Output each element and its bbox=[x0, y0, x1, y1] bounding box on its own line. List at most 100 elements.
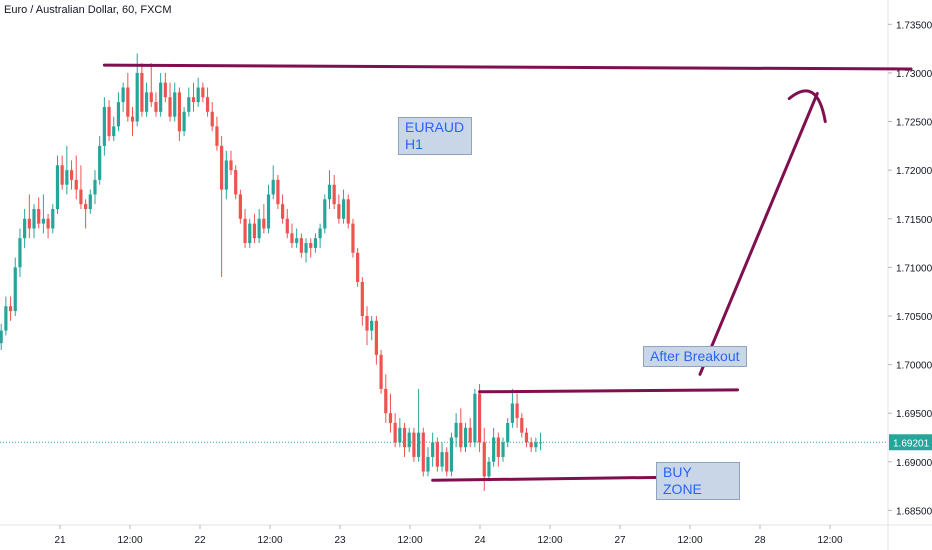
candle-body bbox=[18, 238, 22, 268]
symbol-note-line-2: H1 bbox=[405, 136, 423, 152]
candle-body bbox=[431, 442, 435, 457]
candle-body bbox=[182, 111, 186, 132]
candle-body bbox=[69, 170, 74, 180]
candle-body bbox=[126, 87, 130, 117]
after-breakout-note[interactable]: After Breakout bbox=[643, 346, 747, 367]
candle-body bbox=[266, 194, 271, 229]
candle-body bbox=[449, 437, 454, 472]
candle-body bbox=[196, 87, 200, 103]
candle-body bbox=[412, 432, 416, 457]
candle-body bbox=[163, 82, 167, 98]
candle-body bbox=[417, 432, 421, 457]
candle-body bbox=[426, 456, 430, 472]
candle-body bbox=[205, 97, 210, 112]
candle-body bbox=[529, 442, 533, 448]
candle-body bbox=[191, 97, 196, 103]
candle-body bbox=[238, 194, 242, 219]
buy-zone-note[interactable]: BUY ZONE bbox=[656, 462, 740, 500]
candle-body bbox=[290, 233, 294, 244]
candle-body bbox=[440, 452, 444, 467]
candle-body bbox=[341, 199, 346, 219]
candle-body bbox=[65, 170, 69, 185]
y-tick-label: 1.73000 bbox=[896, 69, 932, 80]
candle-body bbox=[393, 422, 397, 443]
candle-body bbox=[285, 218, 289, 234]
candle-body bbox=[257, 218, 261, 239]
candle-body bbox=[8, 306, 13, 312]
breakout-arrow-shaft bbox=[698, 92, 819, 376]
candle-body bbox=[27, 218, 31, 229]
candle-body bbox=[337, 204, 341, 219]
range-top-line bbox=[478, 388, 740, 394]
symbol-note[interactable]: EURAUD H1 bbox=[398, 117, 472, 155]
candle-body bbox=[140, 72, 144, 112]
candle-body bbox=[4, 306, 8, 331]
candle-body bbox=[304, 243, 308, 253]
candle-body bbox=[201, 87, 205, 98]
candle-body bbox=[121, 87, 125, 103]
candle-body bbox=[402, 427, 407, 448]
candle-body bbox=[510, 403, 514, 423]
y-tick-label: 1.69000 bbox=[896, 458, 932, 469]
y-tick-label: 1.72500 bbox=[896, 118, 932, 129]
candle-body bbox=[360, 281, 364, 316]
symbol-note-line-1: EURAUD bbox=[405, 119, 465, 135]
candle-body bbox=[435, 442, 439, 467]
candle-body bbox=[520, 418, 524, 433]
candle-body bbox=[149, 92, 153, 103]
candle-body bbox=[32, 209, 36, 229]
candle-body bbox=[46, 218, 50, 229]
candle-body bbox=[346, 199, 350, 224]
candle-body bbox=[88, 194, 92, 210]
y-tick-label: 1.73500 bbox=[896, 20, 932, 31]
y-tick-label: 1.69500 bbox=[896, 409, 932, 420]
y-tick-label: 1.72000 bbox=[896, 166, 932, 177]
candle-body bbox=[243, 218, 247, 244]
candle-body bbox=[229, 160, 233, 171]
candle-body bbox=[492, 437, 496, 462]
candle-body bbox=[234, 170, 238, 195]
y-tick-label: 1.70000 bbox=[896, 361, 932, 372]
candle-body bbox=[187, 97, 191, 112]
candle-body bbox=[459, 422, 463, 448]
candle-body bbox=[309, 243, 313, 248]
candle-body bbox=[107, 106, 111, 137]
candle-body bbox=[116, 102, 121, 127]
candle-body bbox=[271, 179, 275, 195]
candle-body bbox=[112, 126, 116, 137]
current-price-tag bbox=[889, 434, 932, 451]
candle-body bbox=[506, 422, 510, 443]
candle-body bbox=[398, 427, 402, 443]
candle-body bbox=[74, 179, 78, 190]
candle-body bbox=[515, 403, 519, 419]
candle-body bbox=[60, 165, 64, 185]
current-price-label: 1.69201 bbox=[893, 438, 930, 449]
candle-body bbox=[210, 111, 214, 127]
x-tick-label: 12:00 bbox=[117, 535, 142, 546]
x-tick-label: 12:00 bbox=[257, 535, 282, 546]
y-tick-label: 1.70500 bbox=[896, 312, 932, 323]
candle-body bbox=[224, 160, 228, 190]
resistance-line bbox=[102, 63, 913, 71]
candle-body bbox=[351, 223, 355, 253]
candle-body bbox=[318, 228, 322, 239]
candle-body bbox=[55, 165, 60, 210]
candle-body bbox=[51, 209, 55, 229]
candle-body bbox=[370, 320, 374, 331]
y-tick-label: 1.71000 bbox=[896, 263, 932, 274]
candle-body bbox=[421, 432, 425, 472]
candle-body bbox=[98, 145, 102, 180]
buy-zone-label: BUY ZONE bbox=[663, 464, 702, 497]
candle-body bbox=[445, 452, 449, 472]
candle-body bbox=[13, 267, 17, 312]
candle-body bbox=[135, 72, 139, 122]
candle-body bbox=[252, 223, 257, 239]
candle-body bbox=[295, 238, 299, 244]
candle-body bbox=[299, 238, 303, 253]
candle-body bbox=[102, 106, 106, 146]
y-tick-label: 1.71500 bbox=[896, 215, 932, 226]
after-breakout-label: After Breakout bbox=[650, 348, 740, 364]
candle-body bbox=[332, 184, 336, 205]
x-tick-label: 21 bbox=[54, 535, 66, 546]
